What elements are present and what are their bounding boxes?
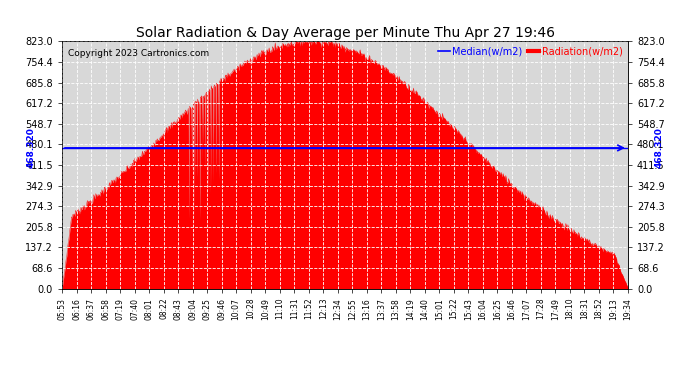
Text: 468.320: 468.320 xyxy=(655,128,664,168)
Text: 468.320: 468.320 xyxy=(26,128,35,168)
Title: Solar Radiation & Day Average per Minute Thu Apr 27 19:46: Solar Radiation & Day Average per Minute… xyxy=(135,26,555,40)
Text: Copyright 2023 Cartronics.com: Copyright 2023 Cartronics.com xyxy=(68,49,209,58)
Legend: Median(w/m2), Radiation(w/m2): Median(w/m2), Radiation(w/m2) xyxy=(438,46,623,56)
